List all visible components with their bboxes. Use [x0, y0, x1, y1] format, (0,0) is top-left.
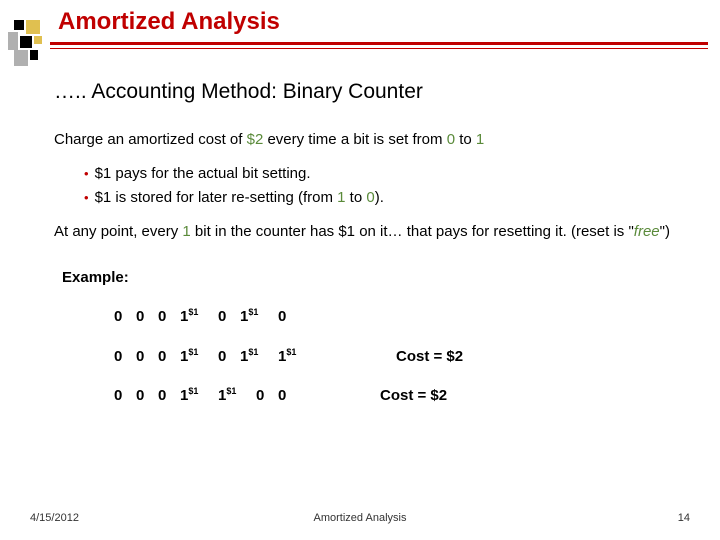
bit-cell: 0: [256, 386, 278, 406]
footer-page: 14: [678, 512, 690, 524]
bit-cell: 0: [114, 347, 136, 367]
page-title: Amortized Analysis: [58, 8, 280, 36]
paragraph: At any point, every 1 bit in the counter…: [54, 222, 680, 242]
bullet-item: •$1 is stored for later re-setting (from…: [84, 188, 680, 208]
bit-cell: 0: [114, 307, 136, 327]
example-row: 0001$11$100Cost = $2: [114, 385, 680, 406]
content-block: Charge an amortized cost of $2 every tim…: [54, 130, 680, 424]
bit-cell: 0: [158, 307, 180, 327]
bit-cell: 0: [158, 386, 180, 406]
bullet-dot-icon: •: [84, 166, 89, 181]
bit-cell: 1$1: [240, 306, 278, 327]
example-row: 0001$101$11$1Cost = $2: [114, 346, 680, 367]
subtitle: ….. Accounting Method: Binary Counter: [54, 80, 423, 104]
bullet-list: •$1 pays for the actual bit setting. •$1…: [84, 164, 680, 208]
bit-cell: 0: [218, 307, 240, 327]
footer-center: Amortized Analysis: [0, 512, 720, 524]
bit-cell: 1$1: [278, 346, 316, 367]
green-text: 1: [476, 131, 484, 148]
bit-cell: 0: [136, 386, 158, 406]
green-text: $2: [247, 131, 264, 148]
bit-superscript: $1: [188, 307, 198, 317]
bullet-item: •$1 pays for the actual bit setting.: [84, 164, 680, 184]
bit-cell: 1$1: [218, 385, 256, 406]
bit-cell: 0: [158, 347, 180, 367]
bit-superscript: $1: [226, 386, 236, 396]
bit-cell: 0: [278, 386, 300, 406]
bit-superscript: $1: [188, 386, 198, 396]
bit-cell: 0: [114, 386, 136, 406]
bit-cell: 1$1: [180, 385, 218, 406]
bit-cell: 0: [278, 307, 300, 327]
bullet-dot-icon: •: [84, 190, 89, 205]
bit-superscript: $1: [248, 307, 258, 317]
example-rows: 0001$101$100001$101$11$1Cost = $20001$11…: [114, 306, 680, 406]
bit-cell: 0: [136, 347, 158, 367]
bit-cell: 0: [218, 347, 240, 367]
title-underline: [50, 42, 708, 45]
example-row: 0001$101$10: [114, 306, 680, 327]
bit-cell: 0: [136, 307, 158, 327]
cost-label: Cost = $2: [396, 347, 463, 367]
green-text: 0: [447, 131, 455, 148]
bit-cell: 1$1: [180, 346, 218, 367]
example-label: Example:: [62, 268, 680, 288]
logo-graphic: [8, 20, 44, 70]
cost-label: Cost = $2: [380, 386, 447, 406]
bit-superscript: $1: [188, 347, 198, 357]
bit-cell: 1$1: [240, 346, 278, 367]
bit-cell: 1$1: [180, 306, 218, 327]
title-underline-thin: [50, 48, 708, 49]
bit-superscript: $1: [248, 347, 258, 357]
bit-superscript: $1: [286, 347, 296, 357]
line1: Charge an amortized cost of $2 every tim…: [54, 130, 680, 150]
